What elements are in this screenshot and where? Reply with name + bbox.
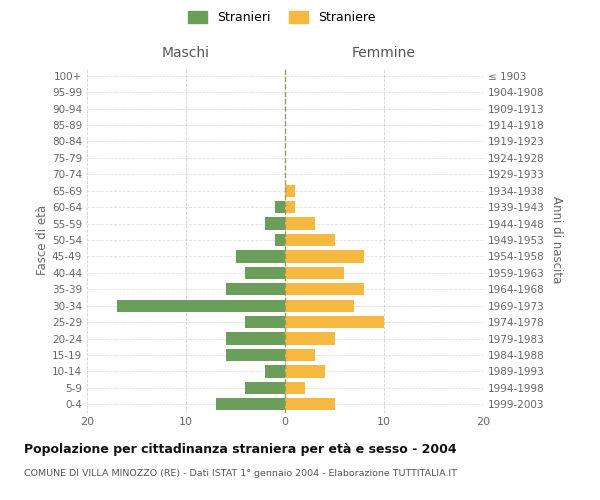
Legend: Stranieri, Straniere: Stranieri, Straniere <box>184 6 380 29</box>
Bar <box>245 382 285 394</box>
Text: Maschi: Maschi <box>162 46 210 60</box>
Bar <box>285 266 344 279</box>
Bar <box>285 234 335 246</box>
Bar <box>216 398 285 410</box>
Y-axis label: Fasce di età: Fasce di età <box>36 205 49 275</box>
Bar <box>226 332 285 344</box>
Text: Popolazione per cittadinanza straniera per età e sesso - 2004: Popolazione per cittadinanza straniera p… <box>24 442 457 456</box>
Bar <box>285 250 364 262</box>
Bar <box>275 201 285 213</box>
Text: Femmine: Femmine <box>352 46 416 60</box>
Bar <box>285 366 325 378</box>
Bar <box>285 283 364 296</box>
Bar <box>116 300 285 312</box>
Bar <box>285 184 295 197</box>
Bar <box>236 250 285 262</box>
Bar <box>245 266 285 279</box>
Bar <box>285 332 335 344</box>
Bar <box>265 218 285 230</box>
Bar <box>275 234 285 246</box>
Bar <box>285 201 295 213</box>
Bar <box>285 316 384 328</box>
Text: COMUNE DI VILLA MINOZZO (RE) - Dati ISTAT 1° gennaio 2004 - Elaborazione TUTTITA: COMUNE DI VILLA MINOZZO (RE) - Dati ISTA… <box>24 469 457 478</box>
Y-axis label: Anni di nascita: Anni di nascita <box>550 196 563 284</box>
Bar <box>265 366 285 378</box>
Bar <box>226 283 285 296</box>
Bar <box>285 349 315 361</box>
Bar <box>285 398 335 410</box>
Bar <box>226 349 285 361</box>
Bar <box>245 316 285 328</box>
Bar <box>285 382 305 394</box>
Bar <box>285 300 355 312</box>
Bar <box>285 218 315 230</box>
